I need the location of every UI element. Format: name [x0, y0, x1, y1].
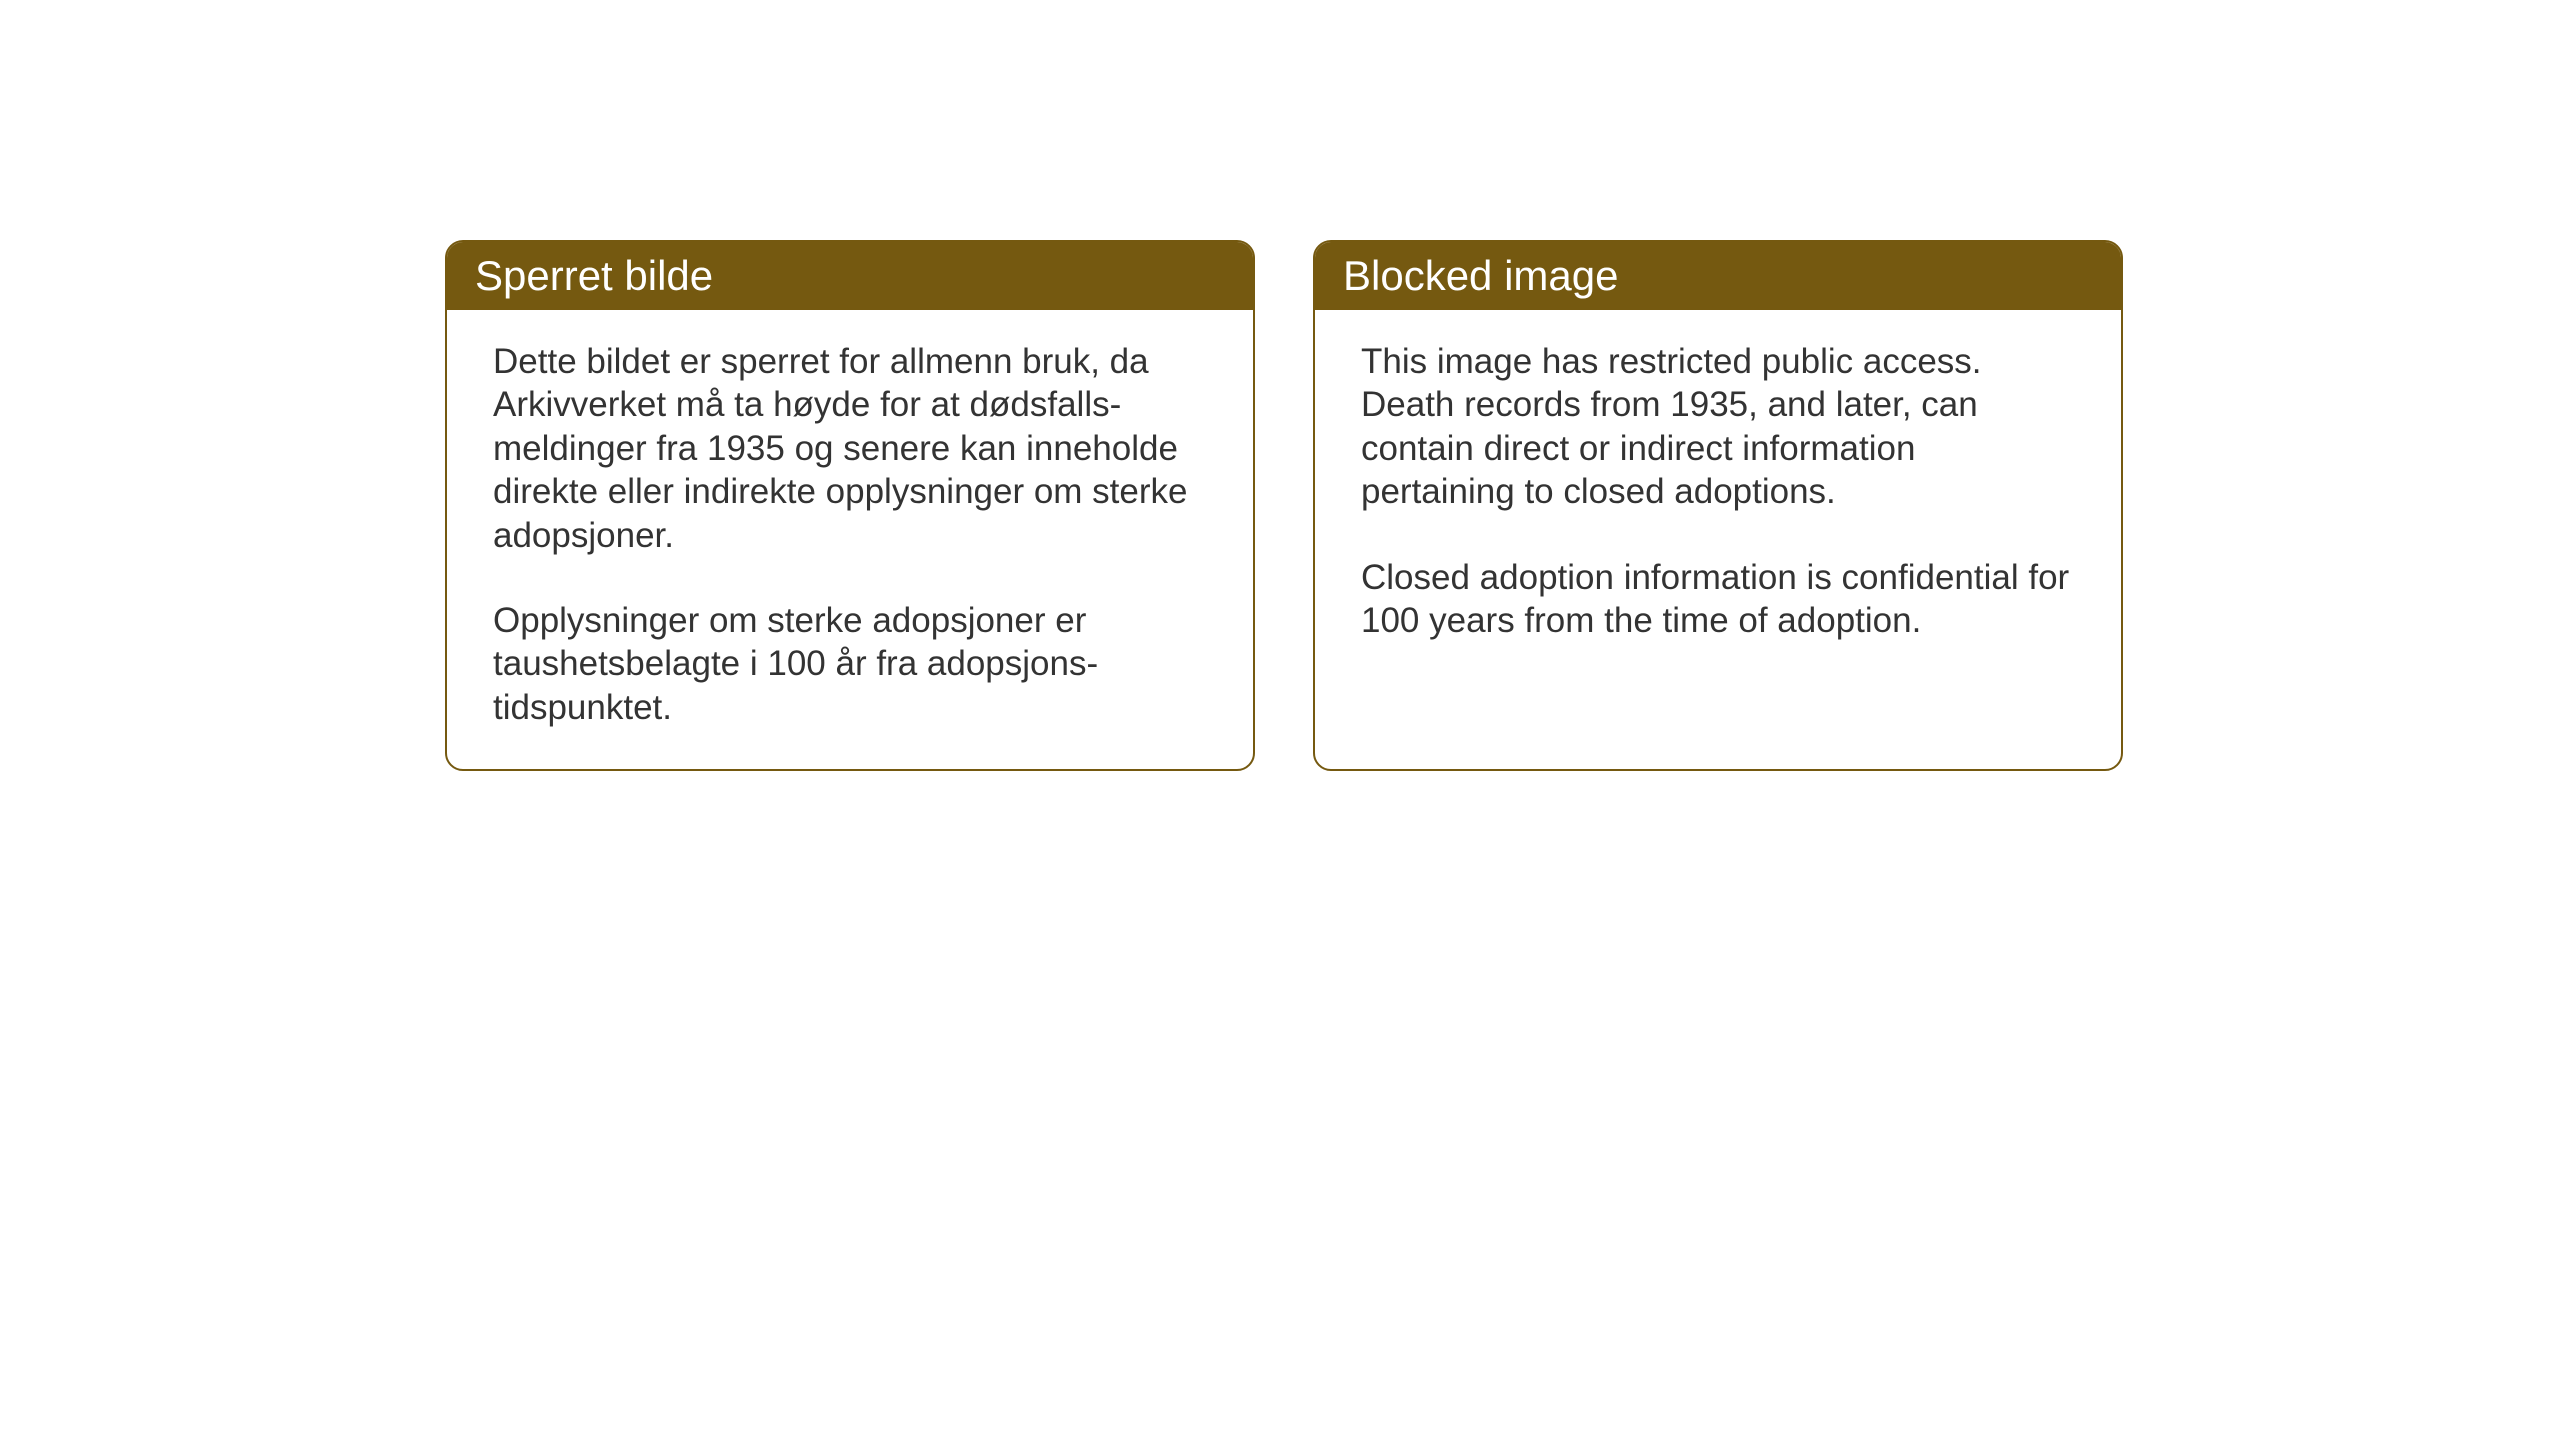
card-english-header: Blocked image	[1315, 242, 2121, 310]
card-norwegian-paragraph-2: Opplysninger om sterke adopsjoner er tau…	[493, 599, 1207, 729]
card-norwegian-paragraph-1: Dette bildet er sperret for allmenn bruk…	[493, 340, 1207, 557]
card-english-paragraph-1: This image has restricted public access.…	[1361, 340, 2075, 514]
card-norwegian-body: Dette bildet er sperret for allmenn bruk…	[447, 310, 1253, 769]
card-norwegian-header: Sperret bilde	[447, 242, 1253, 310]
notice-container: Sperret bilde Dette bildet er sperret fo…	[445, 240, 2123, 771]
card-norwegian-title: Sperret bilde	[475, 252, 713, 299]
card-english-body: This image has restricted public access.…	[1315, 310, 2121, 742]
card-english-paragraph-2: Closed adoption information is confident…	[1361, 556, 2075, 643]
card-english: Blocked image This image has restricted …	[1313, 240, 2123, 771]
card-norwegian: Sperret bilde Dette bildet er sperret fo…	[445, 240, 1255, 771]
card-english-title: Blocked image	[1343, 252, 1618, 299]
